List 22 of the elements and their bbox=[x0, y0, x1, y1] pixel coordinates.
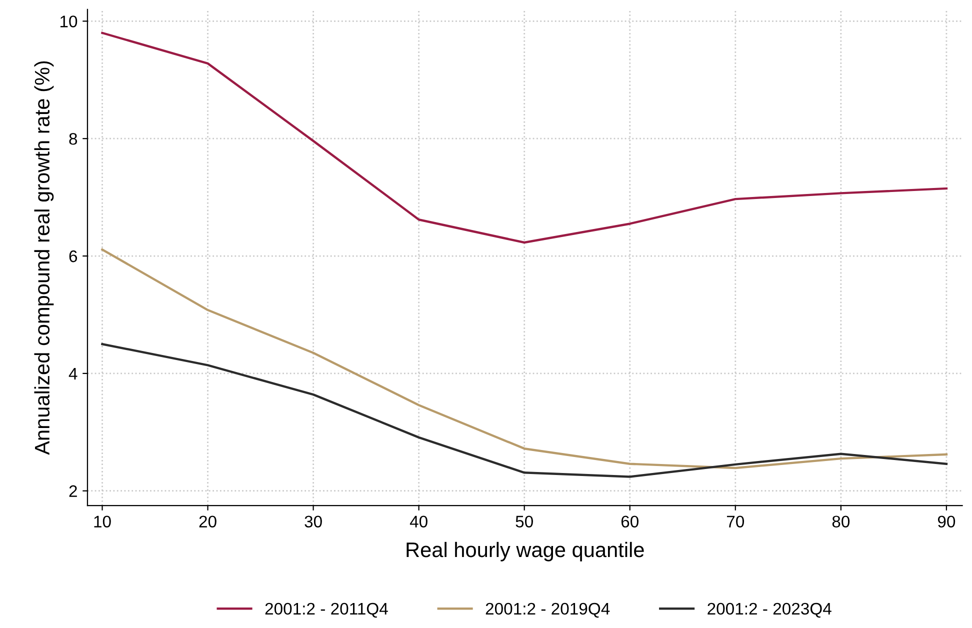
x-tick-label: 20 bbox=[199, 516, 216, 528]
x-tick-label: 40 bbox=[410, 516, 428, 528]
x-tick-label: 50 bbox=[516, 516, 533, 528]
x-tick-label: 70 bbox=[726, 516, 744, 528]
x-axis-title: Real hourly wage quantile bbox=[406, 542, 644, 562]
y-axis-title: Annualized compound real growth rate (%) bbox=[34, 61, 54, 455]
x-tick-label: 10 bbox=[94, 516, 111, 528]
y-tick-label: 6 bbox=[69, 250, 78, 262]
y-tick-label: 2 bbox=[69, 485, 77, 497]
y-tick-label: 4 bbox=[68, 368, 78, 380]
y-tick-label: 10 bbox=[60, 16, 78, 28]
x-tick-label: 80 bbox=[832, 516, 850, 528]
line-series bbox=[101, 248, 948, 470]
legend-label: 2001:2 - 2011Q4 bbox=[265, 602, 388, 618]
line-series bbox=[101, 32, 948, 244]
x-tick-label: 60 bbox=[621, 516, 638, 528]
x-tick-label: 30 bbox=[304, 516, 322, 528]
line-series bbox=[101, 342, 948, 478]
x-tick-label: 90 bbox=[938, 516, 956, 528]
legend-label: 2001:2 - 2023Q4 bbox=[708, 602, 832, 618]
y-tick-label: 8 bbox=[69, 132, 78, 145]
legend-label: 2001:2 - 2019Q4 bbox=[486, 602, 610, 618]
